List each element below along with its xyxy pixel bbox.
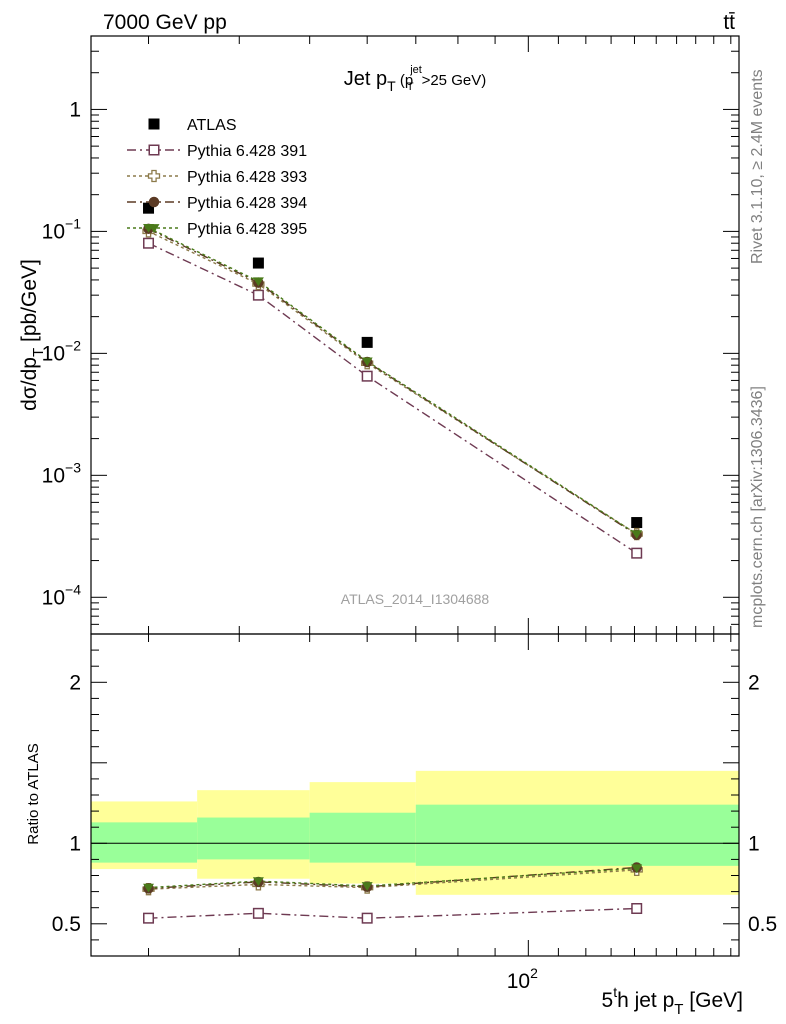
ratio-ytick-label-left: 0.5: [52, 913, 81, 936]
main-point-0-0: [143, 202, 155, 214]
legend-marker-3: [148, 196, 160, 208]
main-panel: Jet pT (pjet T >25 GeV) dσ/dpT [pb/GeV] AT…: [18, 35, 740, 635]
xlabel-a: 5: [602, 989, 614, 1012]
ytick-exp: −1: [65, 215, 81, 231]
ytick-base: 10: [42, 342, 65, 365]
xlabel-sub: T: [674, 1001, 683, 1018]
main-point-1-3: [631, 547, 643, 559]
legend-marker-2: [147, 169, 161, 183]
main-point-4-2: [361, 357, 373, 367]
main-ytick-label: 1: [69, 98, 81, 121]
main-point-4-1: [252, 277, 264, 287]
main-ytick-label: 10−1: [42, 215, 82, 243]
main-ytick-label: 10−2: [42, 337, 82, 365]
process-label: tt̄: [723, 11, 735, 34]
x-axis-label: 5th jet pT [GeV]: [602, 984, 744, 1018]
main-ytick-label: 10−3: [42, 459, 82, 487]
main-y-tick-labels: 110−110−210−310−4: [42, 98, 82, 609]
legend-label-1: Pythia 6.428 391: [187, 143, 307, 160]
ratio-axes: [90, 633, 740, 957]
ratio-line-3: [148, 867, 637, 889]
energy-label: 7000 GeV pp: [103, 11, 227, 34]
main-point-0-2: [361, 336, 373, 348]
ylabel-main: dσ/dp: [18, 357, 41, 411]
green-band: [91, 822, 198, 863]
main-point-0-1: [252, 257, 264, 269]
ratio-series-lines: [148, 866, 637, 919]
ylabel-sub: T: [30, 348, 47, 357]
rivet-label: Rivet 3.1.10, ≥ 2.4M events: [749, 69, 766, 264]
legend-marker-4: [148, 224, 160, 233]
title-paren-close: >25 GeV): [422, 72, 487, 89]
legend-label-4: Pythia 6.428 395: [187, 221, 307, 238]
title-paren-open: (p: [396, 72, 414, 89]
x-tick-label-100: 102: [507, 965, 538, 993]
ytick-base: 10: [42, 586, 65, 609]
legend-label-3: Pythia 6.428 394: [187, 195, 307, 212]
legend: ATLAS Pythia 6.428 391 Pythia 6.428 393 Pyt…: [127, 117, 307, 238]
ratio-point-3-2: [361, 882, 373, 891]
green-band: [197, 817, 310, 860]
title-main: Jet p: [344, 68, 387, 90]
main-series-lines: [148, 227, 638, 554]
legend-label-0: ATLAS: [187, 117, 237, 134]
ytick-base: 10: [42, 464, 65, 487]
xlabel-b: h jet p: [617, 989, 674, 1012]
ratio-ylabel: Ratio to ATLAS: [25, 743, 42, 844]
legend-marker-0: [148, 118, 160, 130]
main-point-0-3: [631, 517, 643, 529]
ratio-line-0: [148, 907, 637, 919]
ratio-uncertainty-bands: [91, 770, 739, 895]
ratio-y-tick-labels: 0.5 0.5 1 1 2 2: [52, 671, 777, 936]
main-point-1-2: [361, 370, 373, 382]
main-series-markers: [142, 202, 643, 559]
title-paren-sup: jet: [409, 64, 422, 76]
legend-marker-1: [148, 144, 160, 156]
ratio-point-0-1: [252, 907, 264, 919]
ratio-series-markers: [142, 862, 643, 924]
main-point-4-3: [631, 530, 643, 539]
ratio-point-0-2: [361, 912, 373, 924]
main-line-3: [148, 228, 638, 536]
main-line-4: [148, 227, 638, 535]
x-tick-exp: 2: [530, 965, 538, 981]
ratio-point-3-3: [631, 864, 643, 874]
ratio-ytick-label-left: 2: [69, 671, 81, 694]
main-ytick-label: 10−4: [42, 581, 82, 609]
ytick-exp: −3: [65, 459, 81, 475]
x-tick-base: 10: [507, 970, 530, 993]
main-point-1-1: [252, 289, 264, 301]
title-paren-sub: T: [407, 81, 414, 93]
ylabel-tail: [pb/GeV]: [18, 259, 41, 348]
ytick-exp: −4: [65, 581, 81, 597]
ratio-point-3-1: [252, 877, 264, 887]
ratio-line-1: [148, 869, 637, 890]
ratio-ytick-label-right: 1: [748, 832, 760, 855]
ratio-ytick-label-right: 2: [748, 671, 760, 694]
main-line-1: [148, 242, 638, 554]
green-band: [309, 812, 416, 863]
ratio-point-3-0: [143, 883, 155, 893]
mcplots-label: mcplots.cern.ch [arXiv:1306.3436]: [749, 386, 766, 628]
ratio-point-0-3: [631, 903, 643, 915]
main-ylabel: dσ/dpT [pb/GeV]: [18, 259, 47, 411]
xlabel-sup: t: [613, 984, 617, 1000]
title-sub: T: [387, 78, 396, 94]
xlabel-c: [GeV]: [683, 989, 743, 1012]
green-band: [415, 804, 739, 866]
legend-label-2: Pythia 6.428 393: [187, 169, 307, 186]
main-title: Jet pT (pjet T >25 GeV): [344, 64, 486, 94]
ratio-ytick-label-right: 0.5: [748, 913, 777, 936]
x-tick-label: 102: [507, 965, 538, 993]
ratio-ytick-label-left: 1: [69, 832, 81, 855]
main-line-2: [148, 230, 638, 535]
main-point-1-0: [143, 237, 155, 249]
analysis-tag: ATLAS_2014_I1304688: [341, 591, 490, 607]
ytick-base: 10: [42, 220, 65, 243]
ratio-panel: 0.5 0.51 12 2 Ratio to ATLAS 102 5th jet pT…: [25, 633, 777, 1018]
main-axes: [90, 35, 740, 635]
ratio-point-0-0: [143, 912, 155, 924]
ytick-exp: −2: [65, 337, 81, 353]
